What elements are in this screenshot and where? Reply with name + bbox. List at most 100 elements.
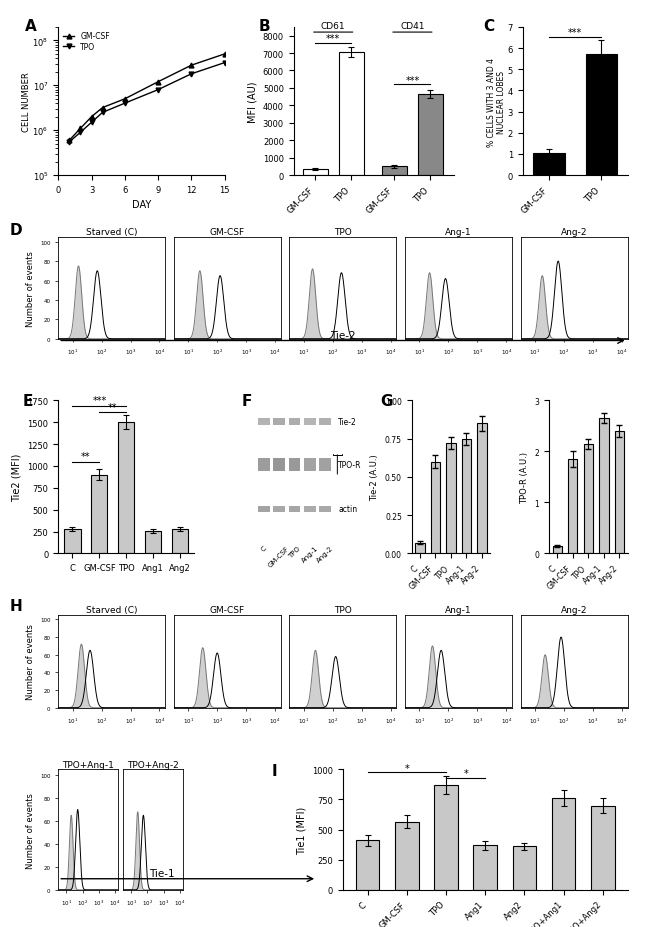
Bar [415, 543, 424, 553]
Bar [553, 546, 562, 553]
Title: Ang-1: Ang-1 [445, 228, 472, 236]
GM-CSF [99, 103, 107, 114]
Bar [586, 56, 617, 176]
Bar [289, 458, 300, 472]
Title: Starved (C): Starved (C) [86, 228, 138, 236]
Text: Tie-2: Tie-2 [330, 330, 356, 340]
Bar [258, 458, 270, 472]
Text: Tie-1: Tie-1 [149, 868, 175, 878]
Text: Tie-2: Tie-2 [338, 418, 357, 426]
Text: **: ** [108, 402, 118, 413]
Bar [258, 506, 270, 513]
Legend: GM-CSF, TPO: GM-CSF, TPO [62, 32, 111, 53]
Text: B: B [258, 19, 270, 34]
Bar [289, 506, 300, 513]
X-axis label: DAY: DAY [132, 200, 151, 210]
TPO [221, 58, 228, 70]
Line: TPO: TPO [67, 61, 227, 146]
Text: I: I [272, 764, 278, 779]
Bar [65, 529, 81, 553]
Title: Ang-2: Ang-2 [561, 228, 587, 236]
Bar [584, 444, 593, 553]
Bar [615, 432, 624, 553]
Text: ***: *** [568, 29, 582, 38]
Text: Ang-2: Ang-2 [316, 545, 334, 564]
Y-axis label: Number of events: Number of events [25, 792, 34, 868]
TPO [188, 70, 195, 81]
TPO [65, 137, 73, 148]
Bar [273, 458, 285, 472]
Text: H: H [10, 599, 23, 614]
Bar [568, 460, 578, 553]
Title: TPO+Ang-2: TPO+Ang-2 [127, 760, 179, 768]
Bar [91, 476, 107, 553]
Text: C: C [260, 545, 268, 552]
Bar [462, 439, 471, 553]
Bar [434, 785, 458, 890]
Bar [118, 423, 135, 553]
Bar [395, 822, 419, 890]
Text: A: A [25, 19, 37, 34]
GM-CSF [121, 95, 129, 106]
Text: D: D [10, 222, 23, 237]
Text: CD41: CD41 [400, 22, 424, 31]
TPO [154, 85, 162, 96]
Bar [304, 419, 316, 425]
Title: TPO: TPO [334, 228, 352, 236]
Bar [382, 167, 407, 176]
Text: GM-CSF: GM-CSF [267, 545, 291, 568]
Text: E: E [23, 393, 33, 408]
Y-axis label: CELL NUMBER: CELL NUMBER [22, 72, 31, 132]
Text: F: F [241, 393, 252, 408]
Title: GM-CSF: GM-CSF [210, 228, 245, 236]
Bar [273, 506, 285, 513]
GM-CSF [188, 60, 195, 71]
Text: G: G [380, 393, 393, 408]
Bar [533, 154, 565, 176]
Bar [289, 419, 300, 425]
Text: ***: *** [405, 76, 419, 86]
Bar [474, 845, 497, 890]
Y-axis label: Tie1 (MFI): Tie1 (MFI) [296, 806, 307, 854]
Text: CD61: CD61 [321, 22, 345, 31]
Title: GM-CSF: GM-CSF [210, 605, 245, 615]
TPO [76, 128, 84, 139]
Y-axis label: Tie-2 (A.U.): Tie-2 (A.U.) [370, 454, 379, 501]
Text: actin: actin [338, 505, 357, 514]
Line: GM-CSF: GM-CSF [67, 53, 227, 144]
Title: Ang-1: Ang-1 [445, 605, 472, 615]
Text: **: ** [81, 452, 91, 462]
Title: TPO+Ang-1: TPO+Ang-1 [62, 760, 115, 768]
Bar [319, 506, 331, 513]
TPO [99, 108, 107, 119]
Title: Starved (C): Starved (C) [86, 605, 138, 615]
GM-CSF [154, 77, 162, 88]
Text: Ang-1: Ang-1 [300, 545, 319, 564]
Text: *: * [404, 763, 409, 773]
Bar [172, 529, 188, 553]
Text: C: C [483, 19, 494, 34]
TPO [87, 118, 95, 129]
Bar [304, 506, 316, 513]
Text: *: * [463, 768, 468, 779]
Bar [512, 846, 536, 890]
Bar [303, 170, 328, 176]
Bar [338, 53, 364, 176]
GM-CSF [221, 49, 228, 60]
Title: TPO: TPO [334, 605, 352, 615]
Bar [446, 444, 455, 553]
Bar [273, 419, 285, 425]
Text: TPO: TPO [287, 545, 302, 559]
Y-axis label: Number of events: Number of events [25, 250, 34, 326]
GM-CSF [65, 135, 73, 146]
Title: Ang-2: Ang-2 [561, 605, 587, 615]
GM-CSF [87, 112, 95, 123]
Y-axis label: MFI (AU): MFI (AU) [247, 82, 258, 122]
Bar [552, 798, 575, 890]
Text: TPO-R: TPO-R [338, 461, 362, 469]
Bar [418, 95, 443, 176]
TPO [121, 98, 129, 109]
Text: ***: *** [326, 34, 340, 44]
Bar [599, 419, 608, 553]
Bar [319, 458, 331, 472]
